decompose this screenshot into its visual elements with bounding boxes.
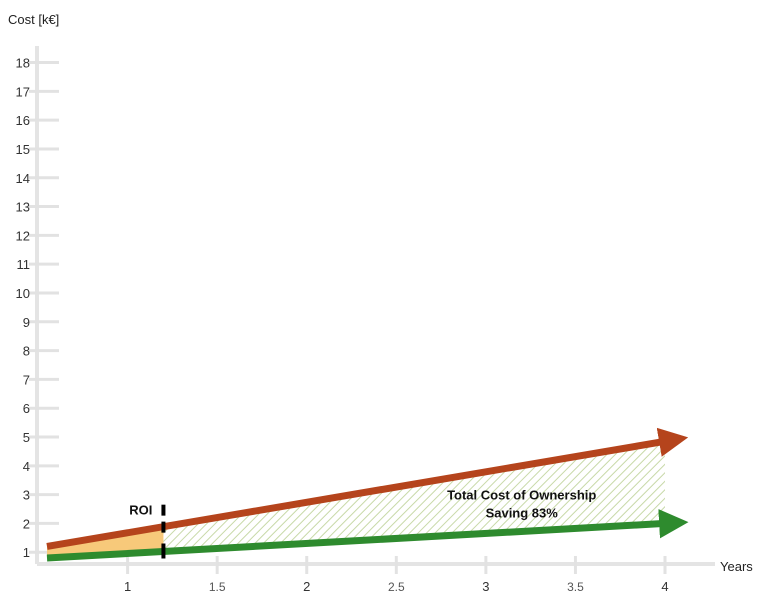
x-axis: 1 1.5 2 2.5 3 3.5 4 xyxy=(37,556,715,593)
tco-annotation-title: Total Cost of Ownership xyxy=(447,488,596,503)
y-tick-label: 15 xyxy=(16,142,30,157)
y-axis-title: Cost [k€] xyxy=(8,12,59,27)
y-tick-label: 16 xyxy=(16,113,30,128)
x-axis-title: Years xyxy=(720,559,753,574)
y-tick-label: 1 xyxy=(23,545,30,560)
x-tick-label: 1.5 xyxy=(209,580,226,593)
y-tick-label: 6 xyxy=(23,401,30,416)
y-tick-label: 9 xyxy=(23,315,30,330)
y-tick-label: 10 xyxy=(16,286,30,301)
y-tick-label: 8 xyxy=(23,344,30,359)
y-tick-label: 13 xyxy=(16,200,30,215)
y-tick-label: 2 xyxy=(23,516,30,531)
x-tick-label: 1 xyxy=(124,579,131,593)
x-tick-label: 3.5 xyxy=(567,580,584,593)
y-tick-label: 4 xyxy=(23,459,30,474)
roi-label: ROI xyxy=(129,503,152,518)
y-tick-label: 18 xyxy=(16,56,30,71)
y-tick-label: 11 xyxy=(17,257,31,272)
x-tick-label: 2.5 xyxy=(388,580,405,593)
y-tick-label: 17 xyxy=(16,84,30,99)
tco-annotation-saving: Saving 83% xyxy=(486,506,559,521)
x-tick-label: 2 xyxy=(303,579,310,593)
y-tick-label: 7 xyxy=(23,372,30,387)
x-tick-label: 4 xyxy=(661,579,668,593)
y-tick-label: 3 xyxy=(23,488,30,503)
y-tick-label: 5 xyxy=(23,430,30,445)
y-tick-label: 14 xyxy=(16,171,30,186)
x-tick-label: 3 xyxy=(482,579,489,593)
y-tick-label: 12 xyxy=(16,228,30,243)
